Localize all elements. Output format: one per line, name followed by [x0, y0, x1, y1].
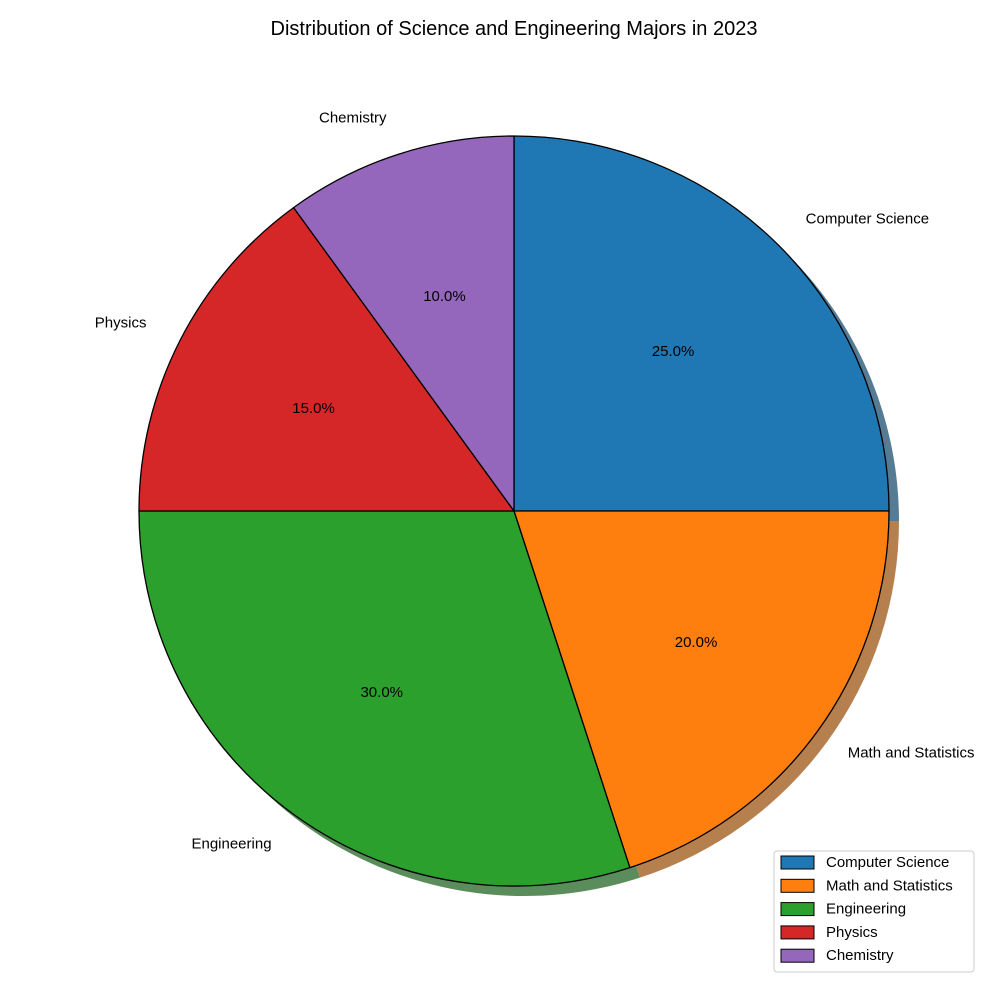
slice-computer-science	[514, 136, 889, 511]
chart-title: Distribution of Science and Engineering …	[271, 18, 758, 40]
legend-label-math-and-statistics: Math and Statistics	[826, 877, 953, 894]
legend-label-physics: Physics	[826, 924, 878, 941]
legend-label-chemistry: Chemistry	[826, 947, 894, 964]
legend-swatch-engineering	[781, 903, 814, 916]
pct-label-computer-science: 25.0%	[652, 343, 695, 360]
pct-label-math-and-statistics: 20.0%	[675, 634, 718, 651]
pct-label-engineering: 30.0%	[360, 684, 403, 701]
pct-label-chemistry: 10.0%	[423, 288, 466, 305]
legend-item-math-and-statistics: Math and Statistics	[781, 877, 953, 894]
legend-swatch-math-and-statistics	[781, 879, 814, 892]
pie-slices	[139, 136, 889, 886]
legend-item-engineering: Engineering	[781, 901, 906, 918]
slice-label-physics: Physics	[95, 315, 147, 332]
legend: Computer Science Math and Statistics Engin…	[774, 851, 974, 972]
legend-label-computer-science: Computer Science	[826, 854, 949, 871]
legend-item-chemistry: Chemistry	[781, 947, 894, 964]
legend-swatch-physics	[781, 926, 814, 939]
legend-swatch-computer-science	[781, 856, 814, 869]
slice-label-chemistry: Chemistry	[319, 110, 387, 127]
legend-swatch-chemistry	[781, 949, 814, 962]
legend-item-computer-science: Computer Science	[781, 854, 949, 871]
slice-label-engineering: Engineering	[191, 836, 271, 853]
pct-label-physics: 15.0%	[292, 400, 335, 417]
legend-item-physics: Physics	[781, 924, 878, 941]
slice-label-math-and-statistics: Math and Statistics	[848, 744, 975, 761]
legend-label-engineering: Engineering	[826, 901, 906, 918]
slice-label-computer-science: Computer Science	[806, 210, 929, 227]
